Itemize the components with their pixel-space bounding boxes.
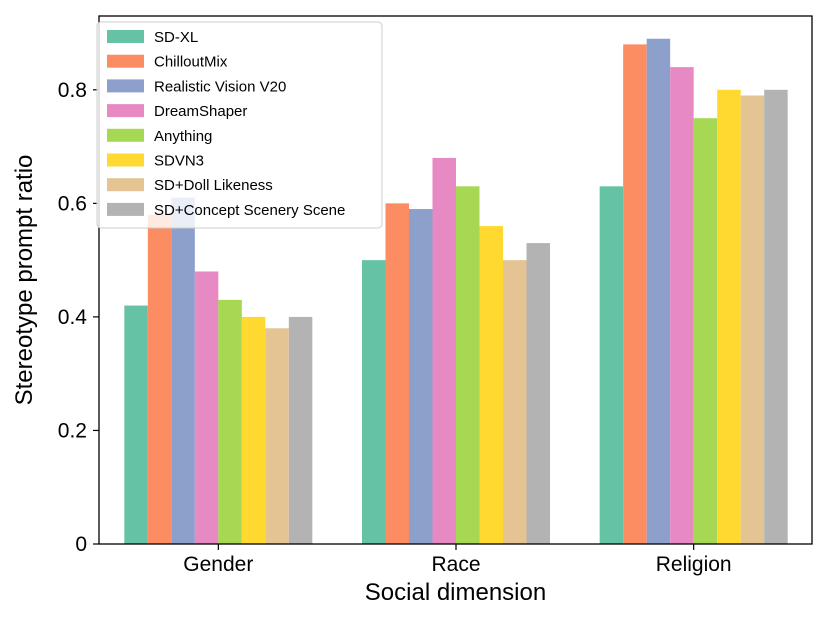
- bar-dreamshaper-religion: [670, 67, 694, 544]
- bar-dreamshaper-race: [432, 157, 456, 544]
- bar-anything-religion: [693, 118, 718, 544]
- bar-chilloutmix-race: [385, 203, 409, 544]
- plot-frame: [98, 15, 813, 545]
- bar-anything-gender: [218, 299, 242, 544]
- x-axis-label: Social dimension: [365, 579, 546, 606]
- legend-swatch: [107, 178, 144, 192]
- y-tick-label: 0: [75, 533, 87, 556]
- bar-sdvn3-religion: [717, 89, 741, 544]
- y-tick-label: 0.4: [58, 306, 88, 329]
- legend-label: SDVN3: [154, 153, 204, 170]
- legend-swatch: [107, 79, 144, 93]
- bar-sd-xl-religion: [599, 186, 624, 544]
- legend-swatch: [107, 153, 144, 167]
- bar-sd-xl-race: [362, 260, 386, 544]
- bar-sd-doll-likeness-religion: [740, 95, 765, 544]
- bar-sd-concept-scenery-scene-religion: [764, 89, 788, 544]
- bar-sdvn3-gender: [241, 316, 266, 544]
- legend-label: SD+Doll Likeness: [154, 177, 273, 194]
- bar-sd-concept-scenery-scene-race: [526, 243, 550, 544]
- legend-box: [96, 21, 383, 229]
- legend-label: SD+Concept Scenery Scene: [154, 202, 345, 219]
- bar-chilloutmix-gender: [147, 214, 172, 544]
- legend-swatch: [107, 30, 144, 43]
- legend-swatch: [107, 54, 144, 68]
- bar-sdvn3-race: [479, 226, 503, 544]
- bar-realistic-vision-v20-race: [409, 209, 433, 544]
- bar-chilloutmix-religion: [623, 44, 647, 544]
- legend-label: DreamShaper: [154, 103, 247, 120]
- x-axis: Gender Race Religion: [183, 544, 732, 576]
- bar-realistic-vision-v20-gender: [171, 197, 195, 544]
- x-tick-label-gender: Gender: [183, 553, 253, 576]
- bar-sd-doll-likeness-gender: [265, 328, 289, 544]
- bars-layer: [124, 38, 788, 545]
- legend-label: Anything: [154, 128, 212, 145]
- legend-swatch: [107, 128, 144, 142]
- legend-label: SD-XL: [154, 29, 198, 46]
- bar-sd-xl-gender: [124, 305, 148, 544]
- legend-swatch: [107, 104, 144, 118]
- legend-label: Realistic Vision V20: [154, 78, 286, 95]
- y-tick-label: 0.6: [58, 192, 87, 215]
- x-tick-label-race: Race: [431, 553, 480, 576]
- bar-anything-race: [456, 186, 480, 544]
- bar-realistic-vision-v20-religion: [646, 38, 671, 545]
- legend-label: ChilloutMix: [154, 54, 228, 71]
- y-tick-label: 0.2: [58, 419, 87, 442]
- bar-dreamshaper-gender: [194, 271, 219, 544]
- y-axis: 0 0.2 0.4 0.6 0.8: [58, 79, 99, 556]
- y-tick-label: 0.8: [58, 79, 87, 102]
- bar-sd-doll-likeness-race: [503, 260, 527, 544]
- legend: SD-XL ChilloutMix Realistic Vision V20 Drea…: [96, 21, 383, 229]
- x-tick-label-religion: Religion: [656, 553, 732, 576]
- legend-swatch: [107, 202, 144, 216]
- bar-sd-concept-scenery-scene-gender: [288, 316, 313, 544]
- y-axis-label: Stereotype prompt ratio: [11, 155, 38, 406]
